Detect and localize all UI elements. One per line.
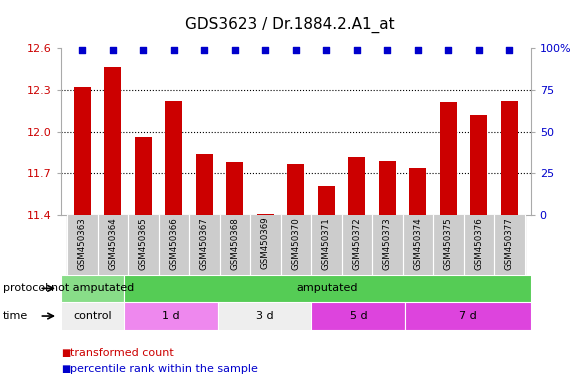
Bar (440, 102, 456, 215)
Point (260, 46, 270, 53)
Point (352, 46, 361, 53)
Bar (288, 164, 304, 215)
Point (108, 46, 117, 53)
Bar (470, 115, 487, 215)
Point (383, 46, 392, 53)
Bar (61, 275, 124, 302)
Text: control: control (73, 311, 111, 321)
Point (139, 46, 148, 53)
Bar (311, 302, 405, 330)
Text: GSM450376: GSM450376 (474, 217, 483, 270)
Text: 7 d: 7 d (459, 311, 477, 321)
Text: GSM450368: GSM450368 (230, 217, 240, 270)
Bar (257, 214, 274, 215)
Bar (220, 215, 250, 275)
Text: 1 d: 1 d (162, 311, 179, 321)
Bar (158, 215, 189, 275)
Text: time: time (3, 311, 28, 321)
Point (230, 46, 240, 53)
Bar (342, 215, 372, 275)
Bar (379, 161, 396, 215)
Text: GSM450367: GSM450367 (200, 217, 209, 270)
Bar (74, 87, 90, 215)
Point (78, 46, 87, 53)
Text: 3 d: 3 d (256, 311, 273, 321)
Point (291, 46, 300, 53)
Text: GSM450365: GSM450365 (139, 217, 148, 270)
Text: ■: ■ (61, 364, 70, 374)
Text: GSM450371: GSM450371 (322, 217, 331, 270)
Bar (128, 215, 158, 275)
Bar (67, 215, 97, 275)
Bar (250, 215, 281, 275)
Text: GSM450363: GSM450363 (78, 217, 87, 270)
Text: GSM450366: GSM450366 (169, 217, 178, 270)
Bar (124, 302, 218, 330)
Bar (349, 157, 365, 215)
Bar (196, 154, 213, 215)
Point (200, 46, 209, 53)
Bar (281, 215, 311, 275)
Bar (61, 302, 124, 330)
Text: GSM450370: GSM450370 (291, 217, 300, 270)
Text: not amputated: not amputated (50, 283, 134, 293)
Text: protocol: protocol (3, 283, 48, 293)
Bar (311, 215, 342, 275)
Bar (226, 162, 243, 215)
Text: GSM450372: GSM450372 (352, 217, 361, 270)
Point (474, 46, 484, 53)
Text: GSM450374: GSM450374 (414, 217, 422, 270)
Text: 5 d: 5 d (350, 311, 367, 321)
Bar (97, 215, 128, 275)
Point (169, 46, 179, 53)
Bar (403, 215, 433, 275)
Text: GSM450364: GSM450364 (108, 217, 117, 270)
Bar (189, 215, 220, 275)
Text: GSM450369: GSM450369 (261, 217, 270, 270)
Text: GSM450373: GSM450373 (383, 217, 392, 270)
Bar (218, 302, 311, 330)
Bar (409, 168, 426, 215)
Bar (405, 302, 531, 330)
Text: amputated: amputated (296, 283, 358, 293)
Bar (433, 215, 463, 275)
Bar (318, 186, 335, 215)
Point (444, 46, 453, 53)
Bar (494, 215, 524, 275)
Bar (372, 215, 403, 275)
Text: transformed count: transformed count (70, 348, 173, 358)
Text: GSM450377: GSM450377 (505, 217, 514, 270)
Text: GDS3623 / Dr.1884.2.A1_at: GDS3623 / Dr.1884.2.A1_at (185, 17, 395, 33)
Text: GSM450375: GSM450375 (444, 217, 453, 270)
Bar (104, 68, 121, 215)
Bar (501, 101, 518, 215)
Point (322, 46, 331, 53)
Point (413, 46, 422, 53)
Bar (124, 275, 531, 302)
Bar (463, 215, 494, 275)
Bar (135, 137, 151, 215)
Text: percentile rank within the sample: percentile rank within the sample (70, 364, 258, 374)
Text: ■: ■ (61, 348, 70, 358)
Bar (165, 101, 182, 215)
Point (505, 46, 514, 53)
